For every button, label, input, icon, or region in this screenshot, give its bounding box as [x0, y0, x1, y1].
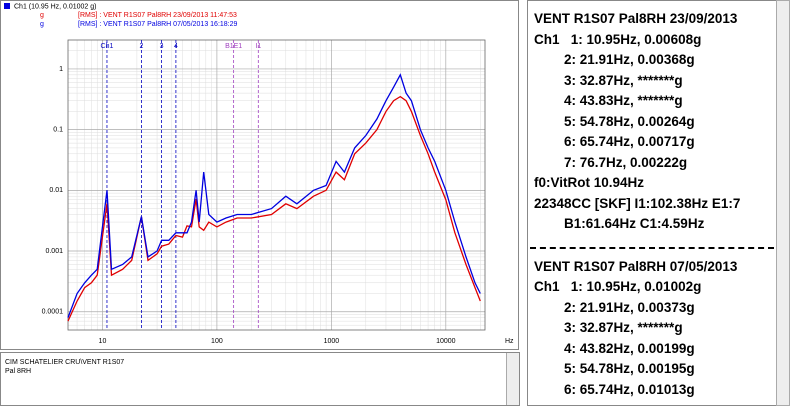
y-tick-label: 0.01 [49, 187, 63, 194]
cursor-label: 2 [139, 43, 143, 50]
y-tick-label: 0.001 [45, 248, 63, 255]
footer-line: Pal 8RH [5, 368, 32, 375]
separator [530, 246, 774, 249]
chart-frame [0, 0, 519, 350]
y-tick-label: 0.1 [53, 126, 63, 133]
cursor-row: 4: 43.82Hz, 0.00199g [564, 340, 695, 356]
cursor-row: 5: 54.78Hz, 0.00264g [564, 113, 695, 129]
scrollbar[interactable] [776, 0, 790, 406]
cursor-label: I1 [255, 43, 261, 50]
footer-line: CIM SCHATELIER CRU\VENT R1S07 [5, 359, 125, 366]
cursor-row: 6: 65.74Hz, 0.01013g [564, 381, 695, 397]
cursor-row: 4: 43.83Hz, *******g [564, 93, 683, 108]
note-row: f0:VitRot 10.94Hz [534, 175, 645, 190]
x-tick-label: 100 [211, 338, 223, 345]
legend-entry: [RMS] : VENT R1S07 Pal8RH 07/05/2013 16:… [78, 21, 238, 28]
cursor-label: 4 [174, 43, 178, 50]
legend-unit: g [40, 12, 44, 19]
x-tick-label: 10000 [436, 338, 456, 345]
cursor-row: Ch1 1: 10.95Hz, 0.01002g [534, 279, 702, 294]
cursor-label: Ch1 [101, 43, 114, 50]
cursor-row: 3: 32.87Hz, *******g [564, 72, 683, 88]
spectrum-chart: Ch1 (10.95 Hz, 0.01002 g) g [RMS] : VENT R… [0, 0, 519, 350]
spectrum-line [67, 95, 481, 322]
cursor-row: 2: 21.91Hz, 0.00373g [564, 299, 695, 315]
cursor-row: 6: 65.74Hz, 0.00717g [564, 134, 695, 149]
note-row: 22348CC [SKF] I1:102.38Hz E1:7 [534, 195, 741, 211]
legend-swatch [4, 3, 10, 9]
cursor-row: 2: 21.91Hz, 0.00368g [564, 52, 695, 67]
spectrum-line [67, 73, 481, 318]
plot-border [67, 39, 486, 331]
scrollbar[interactable] [506, 353, 519, 405]
block-title: VENT R1S07 Pal8RH 23/09/2013 [534, 11, 738, 26]
cursor-label: B1E1 [225, 43, 242, 50]
cursor-row: 7: 76.7Hz, 0.00222g [564, 154, 688, 170]
block-title: VENT R1S07 Pal8RH 07/05/2013 [534, 258, 738, 274]
legend-unit: g [40, 21, 44, 28]
info-panel: VENT R1S07 Pal8RH 23/09/2013 Ch1 1: 10.95… [527, 0, 777, 406]
y-tick-label: 0.0001 [42, 309, 64, 316]
x-tick-label: 1000 [324, 338, 340, 345]
legend-entry: [RMS] : VENT R1S07 Pal8RH 23/09/2013 11:… [78, 12, 237, 19]
footer-panel: CIM SCHATELIER CRU\VENT R1S07 Pal 8RH [0, 352, 520, 406]
cursor-row: Ch1 1: 10.95Hz, 0.00608g [534, 31, 702, 47]
x-unit: Hz [505, 338, 514, 345]
cursor-label: 3 [160, 43, 164, 50]
x-tick-label: 10 [99, 338, 107, 345]
y-tick-label: 1 [59, 66, 63, 73]
note-row: B1:61.64Hz C1:4.59Hz [564, 216, 705, 231]
legend-header: Ch1 (10.95 Hz, 0.01002 g) [14, 3, 97, 10]
cursor-row: 5: 54.78Hz, 0.00195g [564, 361, 695, 376]
cursor-row: 3: 32.87Hz, *******g [564, 320, 683, 335]
